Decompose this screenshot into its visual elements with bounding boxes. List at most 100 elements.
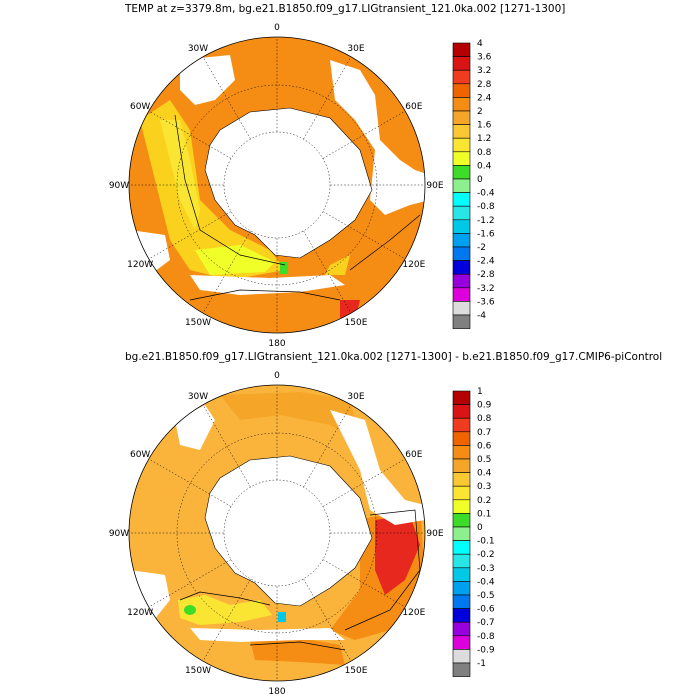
panel2-colorbar-label-16: -0.6 (477, 605, 495, 615)
panel2-lon-label-2: 60E (405, 450, 422, 460)
panel1-colorbar-swatch-15 (452, 246, 471, 261)
panel2-colorbar-swatch-14 (452, 581, 471, 596)
panel2-colorbar-label-19: -0.9 (477, 645, 495, 655)
panel1-contour-a (174, 114, 286, 266)
panel2-colorbar-label-17: -0.7 (477, 618, 495, 628)
panel2-yellow-core (178, 595, 272, 625)
panel1-title: TEMP at z=3379.8m, bg.e21.B1850.f09_g17.… (125, 3, 566, 15)
panel2-colorbar-swatch-19 (452, 649, 471, 664)
panel2-colorbar-label-12: -0.2 (477, 550, 495, 560)
panel2-colorbar-label-9: 0.1 (477, 509, 491, 519)
panel1-colorbar-label-0: 4 (477, 39, 483, 49)
panel2-colorbar-label-14: -0.4 (477, 577, 495, 587)
panel1-lon-label-4: 120E (402, 260, 425, 270)
panel2-colorbar-label-20: -1 (477, 659, 486, 669)
panel2-colorbar-swatch-13 (452, 567, 471, 582)
panel2-colorbar-label-0: 1 (477, 387, 483, 397)
panel1-colorbar-swatch-19 (452, 301, 471, 316)
panel2-lon-label-3: 90E (426, 529, 443, 539)
panel2-lon-label-10: 60W (130, 450, 150, 460)
panel1-lon-label-6: 180 (268, 339, 285, 349)
panel1-colorbar-swatch-6 (452, 124, 471, 139)
panel1-colorbar-label-20: -4 (477, 311, 486, 321)
panel1-colorbar-swatch-9 (452, 165, 471, 180)
panel1-colorbar-label-3: 2.8 (477, 80, 492, 90)
panel2-cyan-spot (278, 612, 286, 622)
panel1-colorbar-label-7: 1.2 (477, 134, 491, 144)
panel1-lon-label-9: 90W (109, 181, 129, 191)
panel2-colorbar-swatch-6 (452, 472, 471, 487)
panel2-colorbar-label-7: 0.3 (477, 482, 491, 492)
panel1-colorbar-label-2: 3.2 (477, 66, 491, 76)
panel1-gap-s (190, 275, 345, 295)
panel1-colorbar-swatch-1 (452, 56, 471, 71)
panel1-colorbar-label-13: -1.2 (477, 216, 495, 226)
panel2-colorbar-swatch-10 (452, 526, 471, 541)
panel1-map-border (128, 36, 426, 334)
panel1-contour-b (189, 289, 341, 301)
panel2-lon-label-8: 120W (127, 608, 153, 618)
panel1-colorbar-label-8: 0.8 (477, 148, 492, 158)
panel2-colorbar-swatch-18 (452, 635, 471, 650)
panel2-title: bg.e21.B1850.f09_g17.LIGtransient_121.0k… (125, 351, 663, 363)
panel1-longitude-labels: 0 30E 60E 90E 120E 150E 180 150W 120W 90W 60W 30W (109, 23, 444, 349)
panel1-lon-label-2: 60E (405, 102, 422, 112)
panel1-colorbar-label-5: 2 (477, 107, 483, 117)
panel1-colorbar-swatch-3 (452, 83, 471, 98)
panel1-colorbar-swatch-16 (452, 260, 471, 275)
panel2-map: 0 30E 60E 90E 120E 150E 180 150W 120W 90W 60W 30W (109, 371, 444, 697)
panel1-colorbar-swatch-20 (452, 314, 471, 329)
panel1-colorbar-swatch-12 (452, 205, 471, 221)
panel1-colorbar-swatch-14 (452, 233, 471, 248)
panel2-lon-label-11: 30W (188, 392, 208, 402)
panel2-lon-label-0: 0 (274, 371, 280, 381)
panel1-colorbar-label-14: -1.6 (477, 229, 495, 239)
panel1-contour-c (349, 214, 421, 271)
panel2-contour-b (249, 641, 346, 651)
panel1-colorbar-label-12: -0.8 (477, 202, 495, 212)
panel1-colorbar-swatch-11 (452, 192, 471, 207)
panel1-lat-circle-inner (223, 131, 331, 239)
panel2-colorbar-swatch-4 (452, 445, 471, 460)
panel1-lon-label-7: 150W (185, 318, 211, 328)
panel2-map-border (128, 384, 426, 682)
panel1-colorbar: 4 3.6 3.2 2.8 2.4 2 1.6 1.2 0.8 0.4 0 -0.4 -0.8 -1.2 -… (452, 39, 495, 329)
panel2-contour-a (179, 591, 271, 606)
panel1-lon-label-5: 150E (345, 318, 368, 328)
panel1-colorbar-swatch-10 (452, 178, 471, 193)
panel1-yellow-band (160, 120, 200, 230)
panel2-colorbar-swatch-3 (452, 431, 471, 446)
panel1-lon-label-8: 120W (127, 260, 153, 270)
panel2-orange-band-s (250, 638, 345, 665)
panel1-colorbar-label-10: 0 (477, 175, 483, 185)
panel1-colorbar-swatch-17 (452, 273, 471, 289)
panel1-colorbar-label-1: 3.6 (477, 53, 492, 63)
panel2-colorbar-label-18: -0.8 (477, 632, 495, 642)
panel1-colorbar-swatch-4 (452, 97, 471, 112)
panel2-lon-label-1: 30E (347, 392, 364, 402)
panel2-colorbar-swatch-7 (452, 485, 471, 501)
panel2-lon-label-6: 180 (268, 687, 285, 697)
panel1-gap-nw (180, 55, 235, 105)
panel1-antarctica (204, 107, 373, 259)
panel2-colorbar-swatch-5 (452, 458, 471, 473)
panel2-colorbar-swatch-2 (452, 417, 471, 433)
panel1-lon-label-10: 60W (130, 102, 150, 112)
panel2-colorbar-label-6: 0.4 (477, 469, 492, 479)
panel1-colorbar-swatch-13 (452, 219, 471, 234)
panel2-colorbar-label-15: -0.5 (477, 591, 495, 601)
panel2-colorbar-label-10: 0 (477, 523, 483, 533)
panel2-orange-band-n (220, 392, 360, 440)
panel2-colorbar: 1 0.9 0.8 0.7 0.6 0.5 0.4 0.3 0.2 0.1 0 -0.1 -0.2 -0.… (452, 387, 495, 677)
panel1-colorbar-label-9: 0.4 (477, 161, 492, 171)
panel2-colorbar-label-11: -0.1 (477, 537, 495, 547)
panel1-lon-label-0: 0 (274, 23, 280, 33)
panel1-colorbar-label-6: 1.6 (477, 121, 492, 131)
panel2-lon-label-7: 150W (185, 666, 211, 676)
panel2-colorbar-swatch-12 (452, 553, 471, 569)
panel1-colorbar-label-15: -2 (477, 243, 486, 253)
panel1-green-spot (280, 262, 288, 274)
panel1-colorbar-swatch-5 (452, 110, 471, 125)
panel1-gap-e (330, 60, 425, 215)
